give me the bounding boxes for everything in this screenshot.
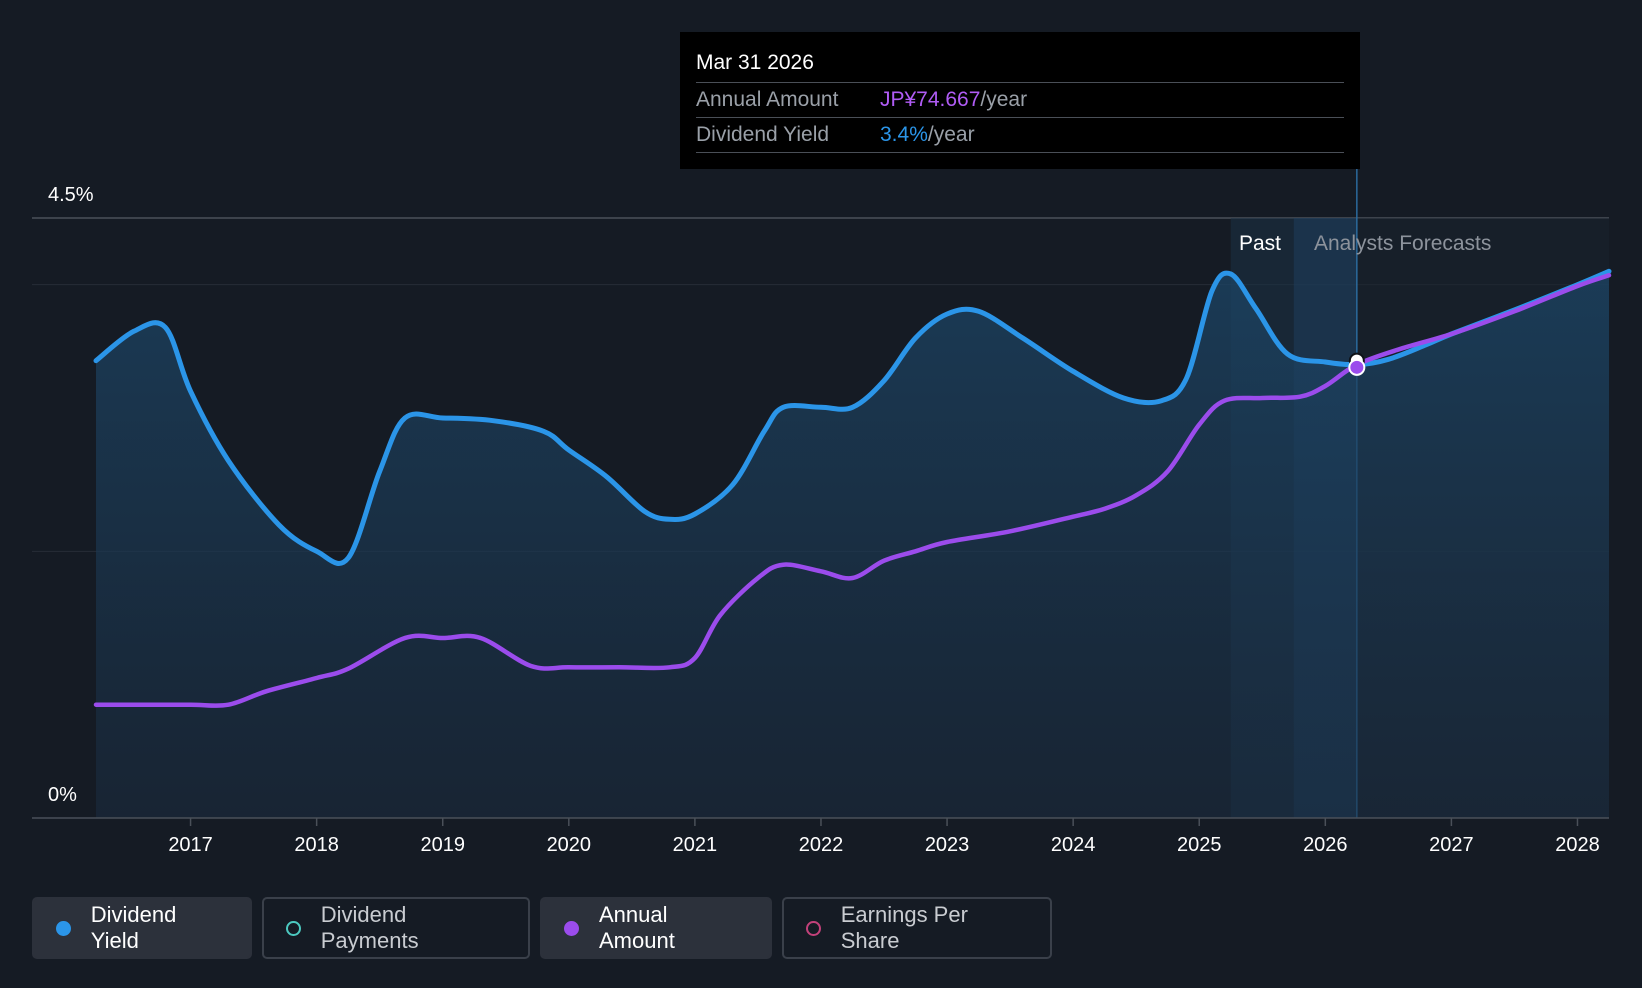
y-label-top: 4.5% (48, 184, 94, 206)
legend-earnings-per-share-label: Earnings Per Share (840, 902, 968, 953)
x-tick-label: 2027 (1429, 834, 1474, 856)
chart-legend: Dividend Yield Dividend Payments Annual … (32, 897, 1052, 959)
x-tick-label: 2022 (799, 834, 844, 856)
legend-dividend-yield-label: Dividend Yield (90, 902, 177, 953)
hollow-dot-icon (806, 920, 821, 936)
legend-dividend-payments-label: Dividend Payments (320, 902, 419, 953)
legend-annual-amount[interactable]: Annual Amount (540, 897, 772, 959)
chart-tooltip: Mar 31 2026 Annual Amount JP¥74.667 /yea… (680, 32, 1360, 169)
tooltip-date: Mar 31 2026 (696, 48, 1344, 83)
forecast-label: Analysts Forecasts (1314, 232, 1491, 255)
x-tick-label: 2020 (547, 834, 592, 856)
legend-annual-amount-label: Annual Amount (598, 902, 675, 953)
tooltip-annual-amount-unit: /year (980, 88, 1028, 111)
tooltip-dividend-yield-row: Dividend Yield 3.4% /year (696, 118, 1344, 153)
x-tick-label: 2026 (1303, 834, 1348, 856)
y-label-bottom: 0% (48, 784, 77, 806)
tooltip-dividend-yield-value: 3.4% (880, 123, 928, 146)
annual-amount-line (93, 273, 1612, 708)
x-tick-label: 2017 (168, 834, 213, 856)
dividend-yield-area (96, 271, 1609, 818)
filled-dot-icon (564, 920, 579, 936)
x-tick-label: 2028 (1555, 834, 1600, 856)
legend-dividend-yield[interactable]: Dividend Yield (32, 897, 252, 959)
tooltip-annual-amount-row: Annual Amount JP¥74.667 /year (696, 83, 1344, 118)
past-label: Past (1239, 232, 1281, 255)
hollow-dot-icon (286, 920, 301, 936)
dividend-yield-line (93, 268, 1612, 566)
tooltip-dividend-yield-label: Dividend Yield (696, 123, 830, 146)
legend-earnings-per-share[interactable]: Earnings Per Share (782, 897, 1052, 959)
x-tick-label: 2021 (673, 834, 718, 856)
x-tick-label: 2019 (420, 834, 465, 856)
x-tick-label: 2025 (1177, 834, 1222, 856)
tooltip-annual-amount-value: JP¥74.667 (880, 88, 981, 111)
x-tick-label: 2018 (294, 834, 339, 856)
tooltip-annual-amount-label: Annual Amount (696, 88, 839, 111)
filled-dot-icon (56, 920, 71, 936)
x-tick-label: 2023 (925, 834, 970, 856)
tooltip-dividend-yield-unit: /year (927, 123, 975, 146)
legend-dividend-payments[interactable]: Dividend Payments (262, 897, 530, 959)
annual-amount-marker (1348, 358, 1366, 376)
x-tick-label: 2024 (1051, 834, 1096, 856)
